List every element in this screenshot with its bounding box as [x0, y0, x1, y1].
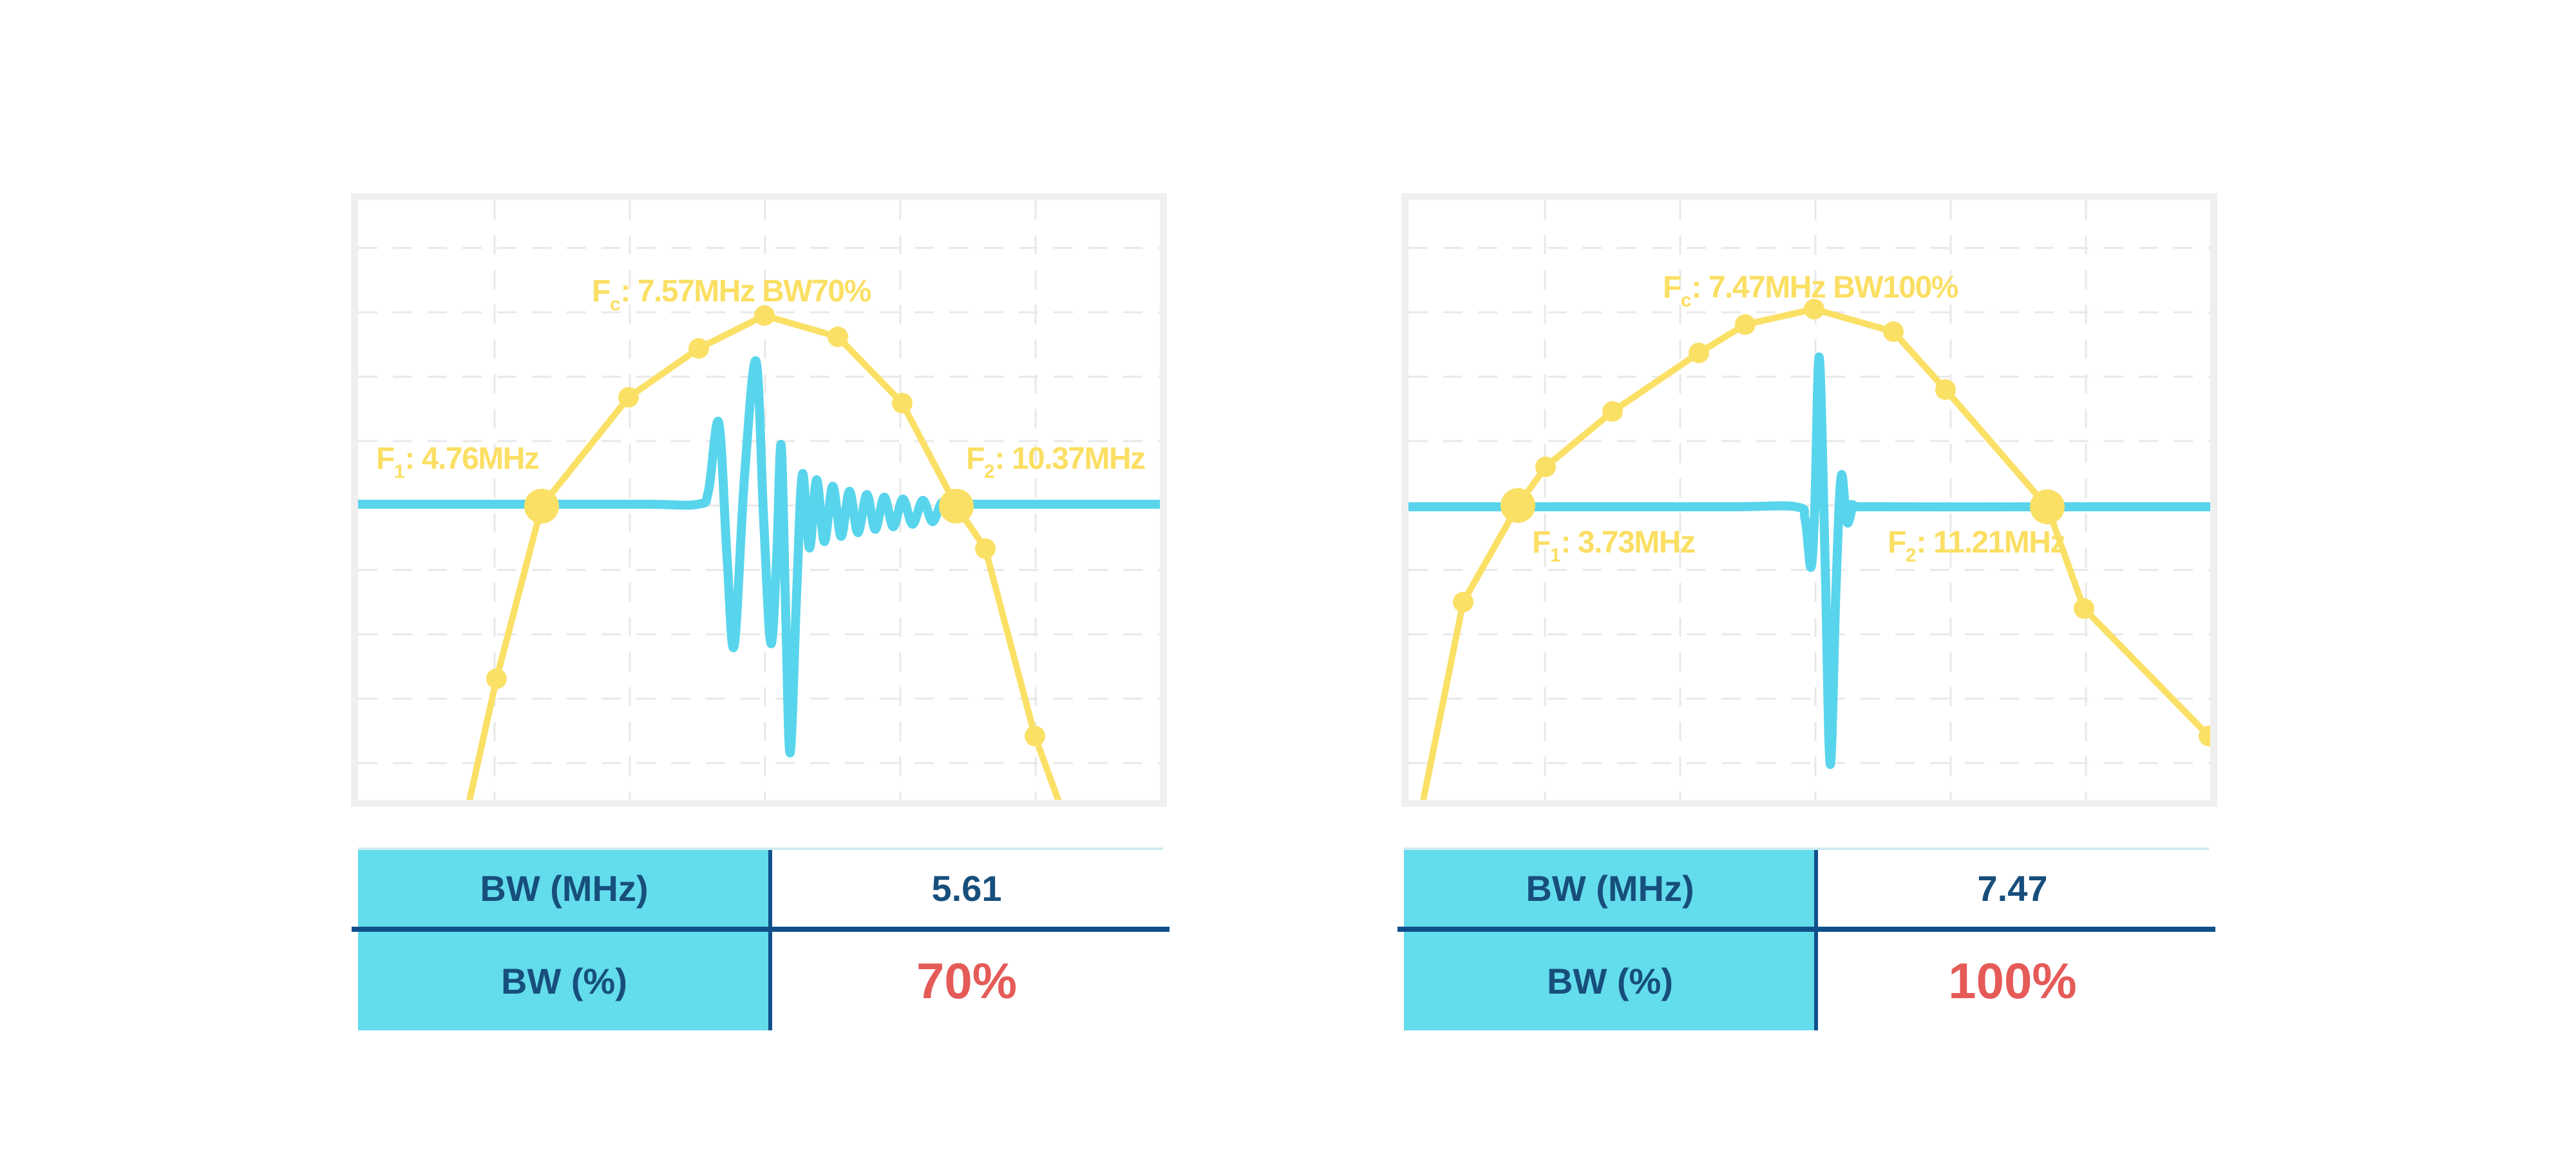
f1-label-sub: 1 — [393, 461, 405, 482]
table-top-rule — [358, 847, 1163, 850]
f2-label-sub: 2 — [1905, 545, 1917, 566]
fc-label-sub: c — [609, 294, 621, 315]
table-row: BW (%) 70% — [358, 932, 1163, 1030]
f1-label-rest: : 3.73MHz — [1560, 525, 1696, 560]
spectrum-chart-bw70: Fc: 7.57MHz BW70% F1: 4.76MHz F2: 10.37M… — [351, 193, 1167, 807]
bw-mhz-value-cell: 7.47 — [1816, 850, 2209, 927]
f1-label-rest: : 4.76MHz — [404, 442, 540, 476]
bw-pct-label-cell: BW (%) — [358, 932, 770, 1030]
f1-annotation: F1: 4.76MHz — [376, 442, 540, 482]
table-divider-line — [1397, 927, 2215, 932]
f1-annotation: F1: 3.73MHz — [1532, 525, 1696, 565]
f1-label-base: F — [376, 442, 395, 476]
bw-mhz-value-cell: 5.61 — [770, 850, 1163, 927]
fc-label-sub: c — [1680, 290, 1692, 311]
table-row: BW (MHz) 5.61 — [358, 850, 1163, 927]
f1-label-sub: 1 — [1549, 545, 1561, 566]
bw-pct-value-cell: 100% — [1816, 932, 2209, 1030]
bw-mhz-label-cell: BW (MHz) — [1404, 850, 1816, 927]
table-column-separator — [1814, 850, 1818, 1030]
f2-label-rest: : 10.37MHz — [994, 442, 1146, 476]
bw-pct-label-cell: BW (%) — [1404, 932, 1816, 1030]
table-divider-line — [352, 927, 1170, 932]
table-column-separator — [768, 850, 772, 1030]
bw-mhz-label-cell: BW (MHz) — [358, 850, 770, 927]
f2-annotation: F2: 10.37MHz — [966, 442, 1146, 482]
chart-plot-svg — [1408, 200, 2210, 800]
f2-label-base: F — [1888, 525, 1906, 560]
bandwidth-table-bw100: BW (MHz) 7.47 BW (%) 100% — [1397, 847, 2215, 1030]
fc-annotation: Fc: 7.57MHz BW70% — [592, 274, 872, 314]
f2-annotation: F2: 11.21MHz — [1888, 525, 2066, 565]
f2-label-sub: 2 — [983, 461, 995, 482]
bandwidth-table-bw70: BW (MHz) 5.61 BW (%) 70% — [352, 847, 1170, 1030]
fc-label-rest: : 7.57MHz BW70% — [620, 274, 872, 308]
fc-label-rest: : 7.47MHz BW100% — [1691, 270, 1959, 305]
spectrum-chart-bw100: Fc: 7.47MHz BW100% F1: 3.73MHz F2: 11.21… — [1401, 193, 2217, 807]
chart-plot-svg — [358, 200, 1160, 800]
fc-annotation: Fc: 7.47MHz BW100% — [1663, 270, 1959, 310]
table-top-rule — [1404, 847, 2209, 850]
fc-label-base: F — [592, 274, 611, 308]
f2-label-base: F — [966, 442, 985, 476]
f2-label-rest: : 11.21MHz — [1916, 525, 2066, 560]
bw-pct-value-cell: 70% — [770, 932, 1163, 1030]
table-row: BW (MHz) 7.47 — [1404, 850, 2209, 927]
f1-label-base: F — [1532, 525, 1551, 560]
table-row: BW (%) 100% — [1404, 932, 2209, 1030]
fc-label-base: F — [1663, 270, 1681, 305]
